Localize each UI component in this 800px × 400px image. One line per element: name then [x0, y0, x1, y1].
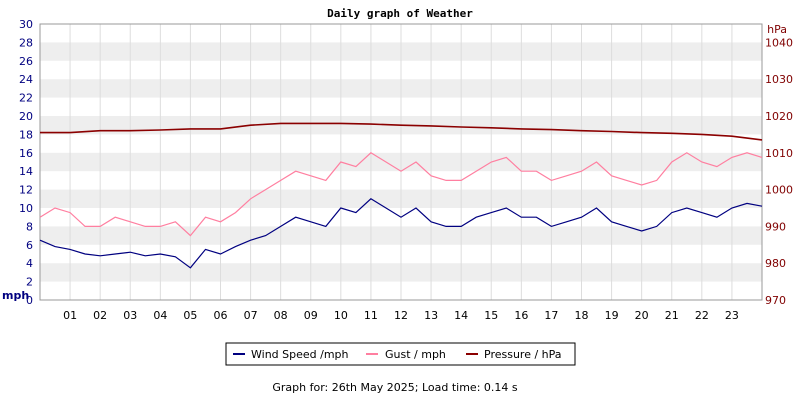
- chart-title: Daily graph of Weather: [327, 7, 473, 20]
- x-axis-tick-label: 03: [123, 309, 137, 322]
- left-axis-tick-label: 0: [26, 294, 33, 307]
- x-axis-tick-label: 12: [394, 309, 408, 322]
- legend-label-gust: Gust / mph: [385, 348, 446, 361]
- x-axis-tick-label: 06: [214, 309, 228, 322]
- x-axis-tick-label: 01: [63, 309, 77, 322]
- legend-box: [225, 342, 576, 366]
- plot-frame: [39, 23, 763, 301]
- x-axis-tick-label: 11: [364, 309, 378, 322]
- left-axis-tick-label: 28: [19, 36, 33, 49]
- x-axis-tick-label: 21: [665, 309, 679, 322]
- legend: Wind Speed /mph Gust / mph Pressure / hP…: [225, 342, 576, 366]
- x-axis-ticks: 01 02 03 04 05 06 07 08 09 10 11 12 13 14 15 16 17 18 19 20…: [63, 309, 739, 322]
- x-axis-tick-label: 20: [635, 309, 649, 322]
- left-axis-tick-label: 8: [26, 220, 33, 233]
- series-layer: [39, 122, 763, 269]
- x-axis-tick-label: 13: [424, 309, 438, 322]
- left-axis-tick-label: 4: [26, 257, 33, 270]
- x-axis-tick-label: 14: [454, 309, 468, 322]
- x-axis-tick-label: 09: [304, 309, 318, 322]
- left-axis-tick-label: 16: [19, 147, 33, 160]
- right-axis-tick-label: 1020: [765, 110, 793, 123]
- x-axis-tick-label: 05: [183, 309, 197, 322]
- x-axis-tick-label: 07: [244, 309, 258, 322]
- right-axis-tick-label: 1040: [765, 36, 793, 49]
- right-axis-tick-label: 990: [765, 220, 786, 233]
- x-axis-tick-label: 18: [575, 309, 589, 322]
- series-line-wind-speed: [39, 198, 763, 269]
- x-axis-tick-label: 17: [544, 309, 558, 322]
- left-axis-tick-label: 2: [26, 276, 33, 289]
- left-axis-tick-label: 20: [19, 110, 33, 123]
- right-axis-tick-label: 1010: [765, 147, 793, 160]
- legend-label-wind: Wind Speed /mph: [251, 348, 349, 361]
- left-axis-tick-label: 22: [19, 92, 33, 105]
- left-axis-unit: mph: [2, 289, 29, 302]
- left-axis-tick-label: 10: [19, 202, 33, 215]
- left-axis-tick-label: 12: [19, 184, 33, 197]
- x-axis-tick-label: 15: [484, 309, 498, 322]
- x-axis-tick-label: 04: [153, 309, 167, 322]
- right-axis-tick-label: 980: [765, 257, 786, 270]
- legend-label-pressure: Pressure / hPa: [484, 348, 562, 361]
- series-line-gust: [39, 152, 763, 237]
- x-axis-tick-label: 19: [605, 309, 619, 322]
- plot-border: [39, 23, 763, 301]
- right-axis-tick-label: 970: [765, 294, 786, 307]
- x-axis-tick-label: 23: [725, 309, 739, 322]
- left-axis-tick-label: 18: [19, 128, 33, 141]
- series-line-pressure: [40, 122, 763, 141]
- right-axis-ticks: 970 980 990 1000 1010 1020 1030 1040: [765, 36, 793, 307]
- right-axis-tick-label: 1000: [765, 184, 793, 197]
- x-axis-tick-label: 16: [514, 309, 528, 322]
- x-axis-tick-label: 08: [274, 309, 288, 322]
- x-axis-tick-label: 02: [93, 309, 107, 322]
- x-axis-tick-label: 10: [334, 309, 348, 322]
- left-axis-tick-label: 30: [19, 18, 33, 31]
- left-axis-tick-label: 24: [19, 73, 33, 86]
- left-axis-tick-label: 14: [19, 165, 33, 178]
- x-axis-tick-label: 22: [695, 309, 709, 322]
- right-axis-unit: hPa: [767, 23, 787, 36]
- left-axis-tick-label: 6: [26, 239, 33, 252]
- footer-text: Graph for: 26th May 2025; Load time: 0.1…: [272, 381, 518, 394]
- left-axis-tick-label: 26: [19, 55, 33, 68]
- right-axis-tick-label: 1030: [765, 73, 793, 86]
